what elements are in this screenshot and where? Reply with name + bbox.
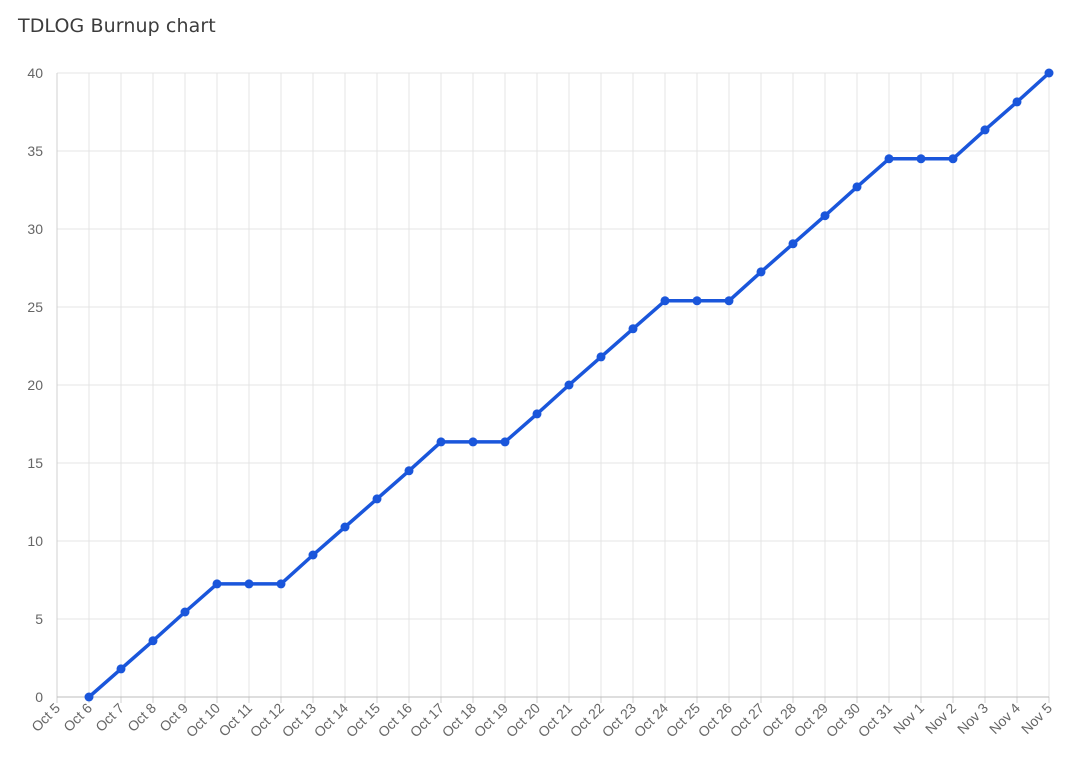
- data-point: [788, 239, 798, 249]
- x-tick-label: Oct 27: [727, 700, 768, 741]
- y-tick-label: 35: [27, 143, 43, 159]
- data-point: [1044, 68, 1054, 78]
- data-point: [980, 125, 990, 135]
- data-point: [212, 579, 222, 589]
- data-point: [276, 579, 286, 589]
- data-point: [564, 380, 574, 390]
- data-point: [820, 211, 830, 221]
- data-point: [148, 636, 158, 646]
- x-tick-label: Oct 8: [124, 700, 159, 735]
- data-point: [116, 664, 126, 674]
- y-tick-label: 0: [35, 689, 43, 705]
- x-tick-label: Oct 30: [823, 700, 864, 741]
- data-point: [468, 437, 478, 447]
- x-tick-label: Oct 24: [631, 700, 672, 741]
- x-tick-label: Oct 16: [375, 700, 416, 741]
- x-tick-label: Oct 25: [663, 700, 704, 741]
- series-layer: [84, 68, 1054, 702]
- y-tick-label: 20: [27, 377, 43, 393]
- data-point: [436, 437, 446, 447]
- data-point: [852, 182, 862, 192]
- data-point: [724, 296, 734, 306]
- x-tick-label: Oct 19: [471, 700, 512, 741]
- data-point: [180, 607, 190, 617]
- data-point: [916, 154, 926, 164]
- x-tick-label: Oct 7: [92, 700, 127, 735]
- data-point: [884, 154, 894, 164]
- data-point: [500, 437, 510, 447]
- data-point: [84, 692, 94, 702]
- x-tick-label: Oct 17: [407, 700, 448, 741]
- x-tick-label: Nov 1: [890, 700, 927, 737]
- y-tick-label: 10: [27, 533, 43, 549]
- x-tick-label: Oct 22: [567, 700, 608, 741]
- x-tick-label: Oct 11: [215, 700, 255, 740]
- data-point: [340, 522, 350, 532]
- x-tick-label: Nov 3: [954, 700, 991, 737]
- x-tick-label: Oct 15: [343, 700, 384, 741]
- x-tick-label: Oct 26: [695, 700, 736, 741]
- grid-lines: [57, 72, 1050, 697]
- x-tick-label: Oct 31: [855, 700, 896, 741]
- x-tick-label: Oct 23: [599, 700, 640, 741]
- chart-title: TDLOG Burnup chart: [18, 15, 216, 37]
- data-point: [244, 579, 254, 589]
- x-tick-label: Oct 18: [439, 700, 480, 741]
- y-tick-label: 40: [27, 65, 43, 81]
- data-point: [308, 550, 318, 560]
- data-point: [628, 324, 638, 334]
- data-point: [532, 409, 542, 419]
- x-tick-label: Nov 4: [986, 700, 1023, 737]
- y-tick-label: 30: [27, 221, 43, 237]
- x-tick-label: Oct 13: [279, 700, 320, 741]
- x-tick-label: Oct 5: [28, 700, 63, 735]
- y-tick-label: 25: [27, 299, 43, 315]
- x-tick-label: Nov 2: [922, 700, 959, 737]
- data-point: [372, 494, 382, 504]
- data-point: [756, 267, 766, 277]
- data-point: [660, 296, 670, 306]
- x-tick-label: Oct 6: [60, 700, 95, 735]
- data-point: [692, 296, 702, 306]
- x-tick-label: Oct 28: [759, 700, 800, 741]
- x-tick-label: Oct 14: [311, 700, 352, 741]
- x-tick-label: Oct 12: [247, 700, 288, 741]
- data-point: [596, 352, 606, 362]
- x-tick-label: Oct 21: [535, 700, 576, 741]
- y-axis: 0 5 10 15 20 25 30 35 40: [27, 65, 58, 705]
- data-point: [948, 154, 958, 164]
- x-tick-label: Oct 29: [791, 700, 832, 741]
- x-tick-label: Oct 20: [503, 700, 544, 741]
- y-tick-label: 15: [27, 455, 43, 471]
- x-tick-label: Nov 5: [1018, 700, 1055, 737]
- data-point: [1012, 97, 1022, 107]
- y-tick-label: 5: [35, 611, 43, 627]
- x-tick-label: Oct 10: [183, 700, 224, 741]
- data-point: [404, 466, 414, 476]
